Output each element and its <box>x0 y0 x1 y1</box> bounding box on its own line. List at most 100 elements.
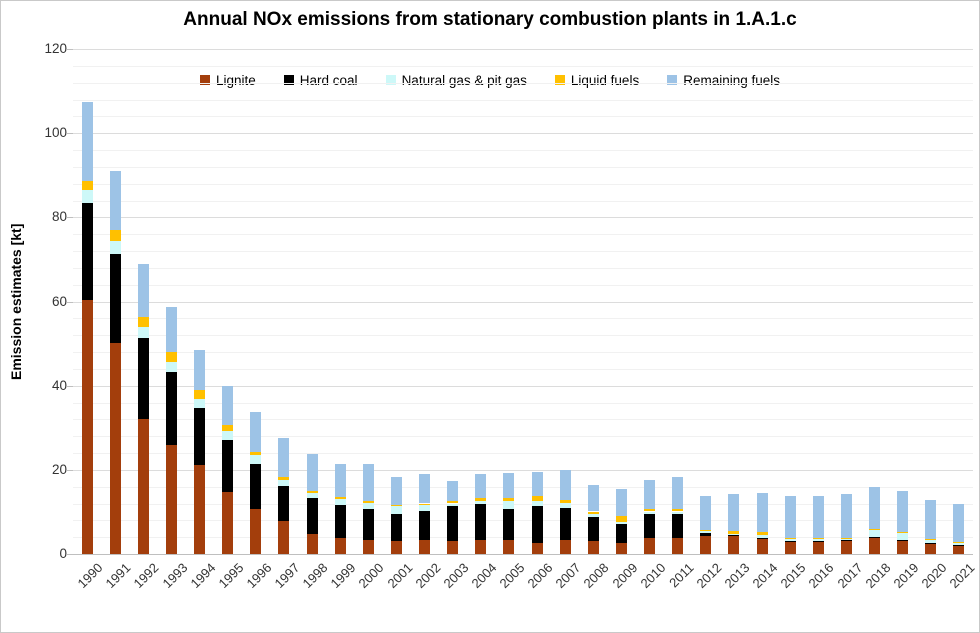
bar-segment-natural-gas-pit-gas <box>869 529 881 538</box>
gridline-minor <box>73 419 973 421</box>
bar-segment-remaining-fuels <box>559 469 571 500</box>
bar-segment-natural-gas-pit-gas <box>250 455 262 464</box>
gridline-minor <box>73 486 973 488</box>
bar-segment-hard-coal <box>278 485 290 521</box>
gridline-major <box>73 49 973 50</box>
bar-segment-liquid-fuels <box>503 497 515 501</box>
bar-segment-natural-gas-pit-gas <box>925 539 937 544</box>
bar-segment-hard-coal <box>587 517 599 542</box>
bar-segment-lignite <box>615 542 627 554</box>
bar-segment-liquid-fuels <box>165 352 177 363</box>
bar-segment-natural-gas-pit-gas <box>615 521 627 525</box>
bar-segment-hard-coal <box>447 505 459 541</box>
bar-segment-lignite <box>784 541 796 554</box>
bar-segment-hard-coal <box>250 463 262 510</box>
bar-segment-hard-coal <box>475 504 487 540</box>
x-axis-label: 2020 <box>918 560 950 592</box>
bar-segment-lignite <box>756 538 768 554</box>
gridline-minor <box>73 234 973 236</box>
gridline-minor <box>73 352 973 353</box>
bar-segment-lignite <box>250 509 262 554</box>
x-axis-label: 2014 <box>749 560 781 592</box>
bar-segment-hard-coal <box>700 532 712 537</box>
gridline-minor <box>73 200 973 202</box>
x-axis-label: 1994 <box>187 560 219 592</box>
x-axis-label: 1998 <box>299 560 331 592</box>
bar-segment-natural-gas-pit-gas <box>812 538 824 541</box>
bar-segment-liquid-fuels <box>644 508 656 512</box>
y-axis-tick-label: 20 <box>51 461 67 477</box>
bar-segment-remaining-fuels <box>531 472 543 497</box>
legend-swatch-icon <box>199 75 210 85</box>
bar-segment-natural-gas-pit-gas <box>165 362 177 373</box>
bar-segment-remaining-fuels <box>222 385 234 426</box>
gridline-minor <box>73 150 973 151</box>
y-axis-tick-label: 40 <box>51 377 67 393</box>
y-axis-tick-label: 80 <box>51 209 67 225</box>
x-axis-label: 1991 <box>102 560 134 592</box>
legend: Lignite Hard coal Natural gas & pit gas Liq… <box>1 71 979 89</box>
bar-segment-natural-gas-pit-gas <box>897 532 909 540</box>
bar-segment-remaining-fuels <box>447 480 459 501</box>
x-axis-label: 2011 <box>665 560 697 591</box>
x-axis-label: 2016 <box>805 560 837 592</box>
gridline-minor <box>73 503 973 505</box>
bar-segment-hard-coal <box>194 407 206 465</box>
y-axis-tick <box>67 133 73 135</box>
bar-segment-lignite <box>194 464 206 554</box>
x-axis-label: 2021 <box>946 560 978 592</box>
legend-swatch-icon <box>283 75 294 85</box>
x-axis-label: 1997 <box>271 560 303 592</box>
bar-segment-liquid-fuels <box>390 505 402 507</box>
bar-segment-lignite <box>812 541 824 554</box>
gridline-minor <box>73 82 973 84</box>
bar-segment-lignite <box>390 540 402 554</box>
bar-segment-liquid-fuels <box>672 508 684 512</box>
bar-segment-liquid-fuels <box>531 496 543 502</box>
y-axis-tick <box>67 469 73 471</box>
chart-title: Annual NOx emissions from stationary com… <box>183 9 797 30</box>
bar-segment-remaining-fuels <box>250 412 262 452</box>
bar-segment-liquid-fuels <box>756 532 768 536</box>
bar-segment-natural-gas-pit-gas <box>194 398 206 408</box>
gridline-minor <box>73 183 973 185</box>
bar-segment-remaining-fuels <box>419 474 431 504</box>
gridline-minor <box>73 402 973 404</box>
bar-segment-liquid-fuels <box>194 390 206 399</box>
bar-segment-lignite <box>419 539 431 554</box>
bar-segment-lignite <box>869 537 881 554</box>
x-axis-label: 2013 <box>721 560 753 592</box>
bar-segment-natural-gas-pit-gas <box>475 501 487 505</box>
y-axis-tick <box>67 554 73 555</box>
bar-segment-lignite <box>222 491 234 554</box>
bar-segment-liquid-fuels <box>559 499 571 503</box>
bar-segment-liquid-fuels <box>250 451 262 456</box>
bar-segment-lignite <box>953 545 965 554</box>
bar-segment-natural-gas-pit-gas <box>728 534 740 536</box>
bar-segment-liquid-fuels <box>278 477 290 481</box>
bar-segment-lignite <box>644 538 656 554</box>
x-axis-label: 2009 <box>608 560 641 592</box>
bar-segment-hard-coal <box>615 524 627 543</box>
bar-segment-natural-gas-pit-gas <box>390 506 402 514</box>
x-axis-label: 2015 <box>777 560 809 592</box>
bar-segment-lignite <box>447 540 459 554</box>
bar-segment-liquid-fuels <box>109 230 121 241</box>
bar-segment-remaining-fuels <box>925 500 937 539</box>
bar-segment-remaining-fuels <box>390 477 402 506</box>
legend-label: Hard coal <box>299 72 358 88</box>
bar-segment-hard-coal <box>306 498 318 534</box>
x-axis-label: 2001 <box>383 560 416 592</box>
bar-segment-liquid-fuels <box>137 316 149 327</box>
gridline-minor <box>73 537 973 539</box>
y-axis-tick <box>67 217 73 219</box>
bar-segment-remaining-fuels <box>165 307 177 352</box>
x-axis-label: 1990 <box>74 560 106 592</box>
bar-segment-liquid-fuels <box>306 490 318 493</box>
y-axis-tick <box>67 385 73 387</box>
x-axis-label: 2008 <box>580 560 612 592</box>
bar-segment-natural-gas-pit-gas <box>672 511 684 515</box>
bar-segment-liquid-fuels <box>334 496 346 500</box>
gridline-minor <box>73 267 973 269</box>
